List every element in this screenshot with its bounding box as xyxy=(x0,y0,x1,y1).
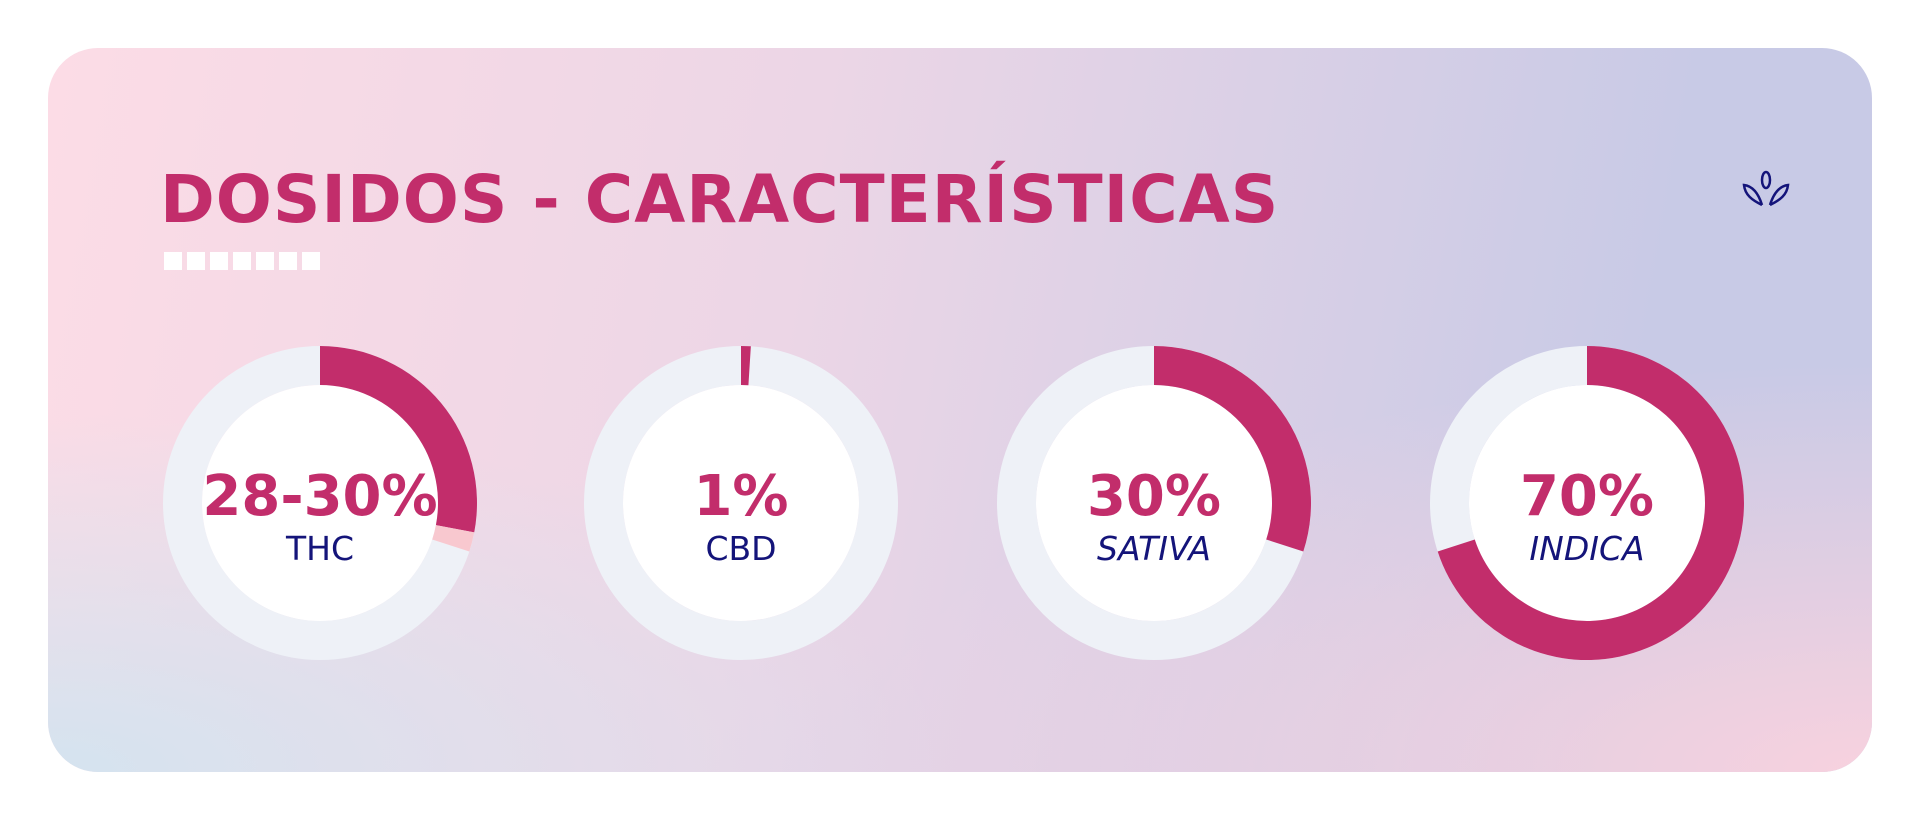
gauge-center xyxy=(202,385,438,621)
gauge-name: THC xyxy=(285,529,354,568)
gauge-name: SATIVA xyxy=(1097,529,1211,568)
decor-squares xyxy=(164,252,320,270)
gauge-arc xyxy=(320,346,477,533)
gauge-name: CBD xyxy=(705,529,776,568)
gauge-arc xyxy=(741,346,751,386)
gauge-name: INDICA xyxy=(1529,529,1644,568)
gauge-arc xyxy=(1154,345,1312,552)
gauge-value: 28-30% xyxy=(202,464,437,529)
gauge-value: 1% xyxy=(693,464,788,529)
gauges: 28-30%THC 1%CBD 30%SATIVA 70%INDICA xyxy=(163,345,1744,660)
title: DOSIDOS - CARACTERÍSTICAS xyxy=(160,160,1279,238)
gauge-range xyxy=(432,525,475,552)
gauge-center xyxy=(623,385,859,621)
leaf-icon xyxy=(1742,170,1790,207)
gauge-value: 70% xyxy=(1520,464,1654,529)
gauge-center xyxy=(1036,385,1272,621)
gauge-center xyxy=(1469,385,1705,621)
gauge-value: 30% xyxy=(1087,464,1221,529)
